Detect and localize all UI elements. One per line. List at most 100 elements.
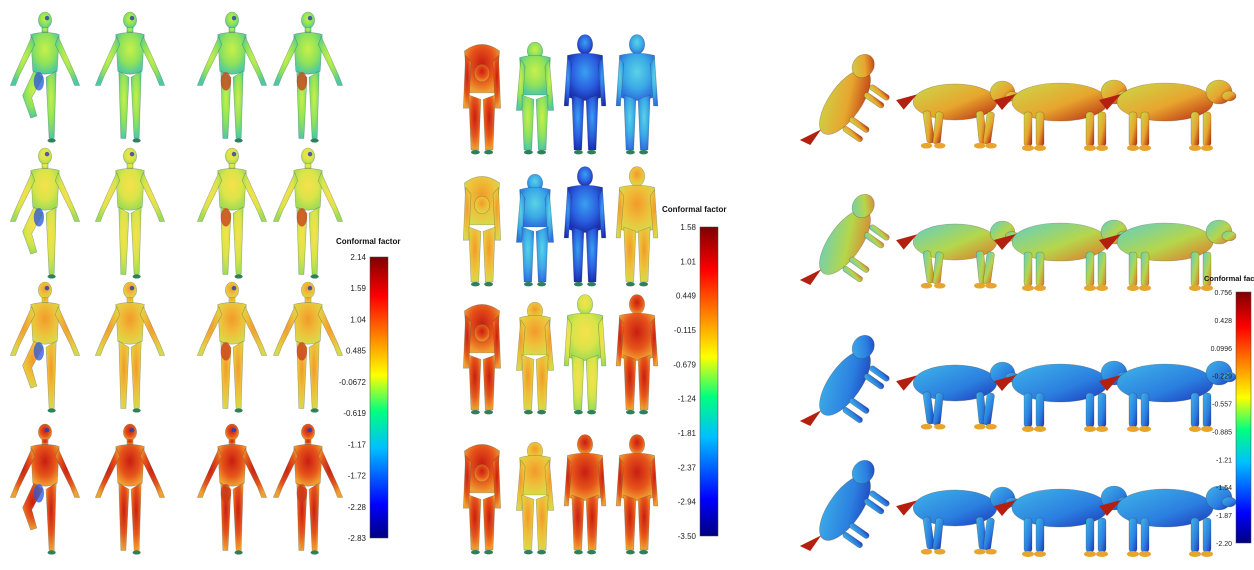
colorbar-tick-label: -1.81 [678,429,697,438]
paw [1201,145,1213,151]
body-mesh [615,166,659,287]
leg-patch [296,208,307,227]
leg-patch [33,208,44,227]
body-mesh [94,147,166,279]
paw [1096,551,1108,557]
paw [1201,285,1213,291]
colorbar-middle: Conformal factor 1.58 1.01 0.449 -0.115 -0.6… [662,205,726,541]
foot [47,274,56,279]
colorbar-right-ticks: 0.756 0.428 0.0996 -0.229 -0.557 -0.885 -1.21 -… [1211,290,1233,548]
paw [1034,285,1046,291]
paw [934,142,946,149]
foot [484,150,493,155]
paw [1127,145,1139,151]
body-mesh [272,423,344,555]
body-mesh [94,281,166,413]
paw [985,548,997,555]
paw [934,548,946,555]
animal-mesh [1099,360,1237,432]
paw [1084,551,1096,557]
face-patch [231,151,237,157]
body-mesh [94,11,166,143]
paw [1022,551,1034,557]
colorbar-left-bar [369,256,389,539]
paw [920,142,933,149]
foot [132,550,141,555]
foot [471,282,480,287]
tail [1099,375,1121,391]
body-mesh [272,147,344,279]
colorbar-tick-label: 0.485 [346,347,367,356]
foot [587,150,596,155]
tail [1099,234,1121,250]
leg-patch [220,342,231,361]
face-patch [307,151,313,157]
colorbar-tick-label: -2.20 [1216,541,1232,548]
foot [626,550,635,555]
paw [985,423,997,430]
paw [1189,551,1201,557]
paw [934,282,946,289]
foot [310,408,319,413]
body-mesh [515,301,555,415]
face-patch [129,285,135,291]
colorbar-tick-label: -1.72 [348,472,367,481]
foot [484,550,493,555]
colorbar-tick-label: -2.83 [348,534,367,543]
face-patch [129,151,135,157]
paw [1084,145,1096,151]
foot [537,282,546,287]
paw [1034,145,1046,151]
foot [471,410,480,415]
colorbar-tick-label: -1.87 [1216,513,1232,520]
body-mesh [94,423,166,555]
body-mesh [615,434,659,555]
body-mesh [272,281,344,413]
human-middle-panel [462,34,659,555]
body-mesh [515,41,555,155]
paw [934,423,946,430]
foot [574,550,583,555]
colorbar-tick-label: -3.50 [678,532,697,541]
colorbar-tick-label: -1.54 [1216,485,1232,492]
leg-patch [296,72,307,91]
animal-mesh [1099,219,1237,291]
paw [1139,285,1151,291]
colorbar-tick-label: 0.428 [1214,318,1232,325]
tail [799,129,822,145]
paw [920,282,933,289]
colorbar-tick-label: -0.557 [1212,402,1232,409]
face-patch [44,15,50,21]
colorbar-tick-label: -0.885 [1212,429,1232,436]
leg-patch [33,342,44,361]
paw [1201,551,1213,557]
animal-mesh [799,459,890,551]
foot [310,138,319,143]
colorbar-tick-label: -2.28 [348,503,367,512]
leg-patch [220,208,231,227]
leg-patch [296,342,307,361]
paw [920,548,933,555]
tail [994,375,1016,391]
foot [626,282,635,287]
face-patch [129,427,135,433]
foot [484,282,493,287]
tail [994,500,1016,516]
paw [1022,145,1034,151]
body-mesh [462,44,502,155]
colorbar-tick-label: -1.17 [348,440,367,449]
paw [974,142,986,149]
tail [799,269,822,285]
colorbar-tick-label: 2.14 [350,253,366,262]
colorbar-tick-label: 0.756 [1214,290,1232,297]
leg-patch [220,484,231,503]
face-patch [44,151,50,157]
colorbar-middle-ticks: 1.58 1.01 0.449 -0.115 -0.679 -1.24 -1.81 -2.37… [673,223,696,541]
tail [896,94,917,110]
paw [974,423,986,430]
colorbar-tick-label: 1.59 [350,284,366,293]
colorbar-tick-label: -0.0672 [339,378,367,387]
colorbar-right-bar [1235,291,1252,544]
paw [1127,426,1139,432]
animal-mesh [1099,485,1237,557]
